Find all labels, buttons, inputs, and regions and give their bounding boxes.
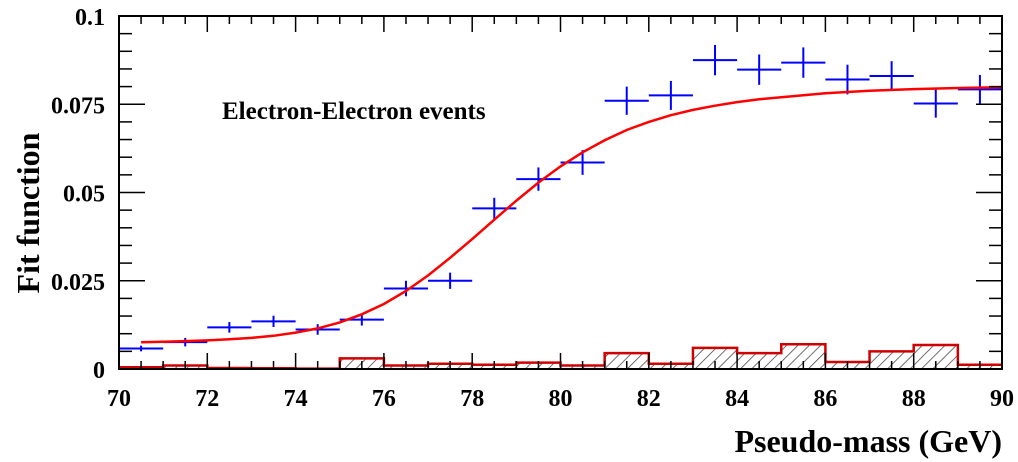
data-point <box>825 64 870 95</box>
data-point <box>383 280 429 297</box>
data-points <box>119 44 1002 352</box>
x-tick-label: 90 <box>990 386 1014 412</box>
x-tick-label: 80 <box>549 386 573 412</box>
data-point <box>251 315 296 327</box>
data-point <box>957 74 1002 104</box>
fit-curve <box>141 86 1003 344</box>
x-tick-label: 82 <box>637 386 661 412</box>
x-tick-label: 76 <box>372 386 396 412</box>
x-tick-label: 70 <box>107 386 131 412</box>
fit-line <box>141 86 1003 344</box>
axis-ticks <box>118 15 1003 370</box>
y-tick-label: 0.1 <box>75 5 105 31</box>
annotation-label: Electron-Electron events <box>222 98 486 125</box>
x-tick-label: 72 <box>195 386 219 412</box>
x-tick-label: 74 <box>284 386 308 412</box>
data-point <box>913 89 958 118</box>
y-tick-label: 0.05 <box>63 182 105 208</box>
y-tick-label: 0.075 <box>51 93 105 119</box>
x-tick-label: 88 <box>902 386 926 412</box>
y-tick-label: 0.025 <box>51 270 105 296</box>
data-point <box>648 80 693 110</box>
histogram-bin <box>869 351 914 369</box>
data-point <box>781 47 826 78</box>
data-point <box>516 167 561 191</box>
data-point <box>869 61 914 91</box>
x-tick-label: 78 <box>460 386 484 412</box>
histogram-bin <box>692 347 738 369</box>
plot-frame <box>118 15 1003 370</box>
data-point <box>428 272 473 289</box>
y-tick-labels: 0 0.025 0.05 0.075 0.1 <box>51 5 105 384</box>
data-point <box>119 345 164 352</box>
data-point <box>207 322 252 333</box>
x-tick-label: 86 <box>813 386 837 412</box>
y-axis-title: Fit function <box>10 132 46 293</box>
data-point <box>604 86 649 115</box>
x-axis-title: Pseudo-mass (GeV) <box>734 423 1002 459</box>
data-point <box>737 54 782 85</box>
y-tick-label: 0 <box>93 358 105 384</box>
x-tick-label: 84 <box>725 386 749 412</box>
x-tick-labels: 70 72 74 76 78 80 82 84 86 88 90 <box>107 386 1014 412</box>
data-point <box>692 44 738 76</box>
data-point <box>472 197 517 219</box>
